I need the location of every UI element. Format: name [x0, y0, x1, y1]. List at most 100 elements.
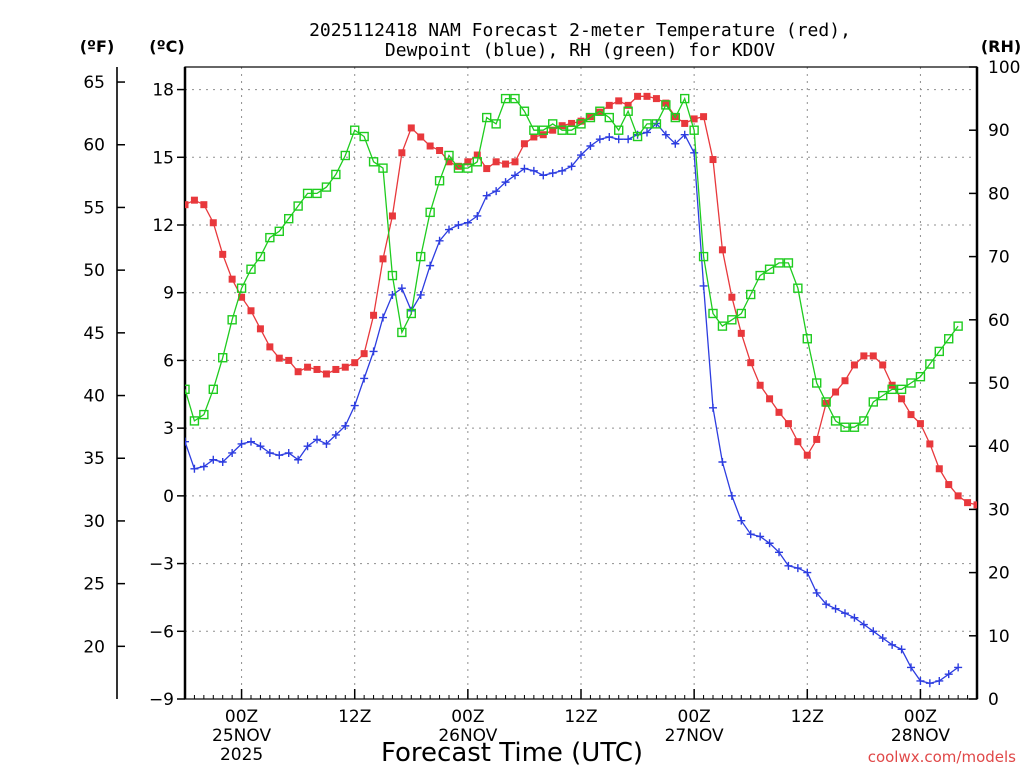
dewpoint-point [756, 532, 765, 541]
dewpoint-point [341, 421, 350, 430]
rh-point [783, 258, 794, 268]
temperature-point [322, 370, 330, 378]
rh-point [614, 125, 624, 135]
celsius-tick-label: 15 [152, 148, 174, 168]
temperature-point [398, 149, 406, 157]
dewpoint-point [322, 439, 331, 448]
temperature-point [813, 435, 821, 443]
dewpoint-point [256, 442, 265, 451]
rh-point [764, 264, 775, 274]
temperature-point [568, 119, 576, 127]
dewpoint-point [303, 442, 312, 451]
temperature-point [945, 481, 953, 489]
temperature-point [454, 162, 462, 170]
rh-point [350, 125, 360, 135]
temperature-point [285, 356, 293, 364]
rh-point [548, 119, 558, 129]
rh-point [915, 371, 926, 382]
temperature-point [652, 95, 660, 103]
dewpoint-point [888, 640, 897, 649]
temperature-point [690, 115, 698, 123]
x-tick-label: 00Z [904, 707, 937, 727]
fahrenheit-tick-label: 65 [83, 73, 105, 93]
rh-point [557, 125, 567, 135]
x-tick-label: 12Z [338, 707, 371, 727]
rh-point [510, 93, 520, 104]
dewpoint-point [473, 211, 482, 220]
temperature-point [681, 119, 689, 127]
rh-point [906, 378, 916, 388]
dewpoint-point [878, 634, 887, 643]
temperature-point [700, 113, 708, 121]
dewpoint-point [501, 178, 510, 187]
grid-lines [185, 67, 977, 699]
fahrenheit-tick-label: 55 [83, 198, 105, 218]
series-rh [185, 93, 963, 432]
temperature-point [596, 108, 604, 116]
celsius-unit-label: (ºC) [149, 37, 184, 56]
temperature-point [341, 363, 349, 371]
rh-tick-label: 10 [988, 627, 1010, 647]
rh-point [595, 106, 605, 116]
dewpoint-point [605, 132, 614, 141]
rh-point [425, 207, 435, 218]
dewpoint-point [577, 151, 585, 160]
dewpoint-point [812, 588, 821, 597]
dewpoint-point [850, 613, 859, 622]
dewpoint-point [199, 462, 208, 471]
rh-tick-label: 20 [988, 564, 1010, 584]
temperature-point [473, 151, 481, 159]
temperature-point [860, 352, 868, 360]
fahrenheit-tick-label: 35 [83, 449, 105, 469]
rh-point [302, 188, 313, 199]
temperature-point [294, 368, 302, 376]
axes: 1815129630−3−6−9656055504540353025201009… [83, 58, 1020, 765]
dewpoint-point [350, 401, 359, 410]
rh-point [708, 308, 718, 319]
dewpoint-point [925, 679, 934, 688]
temperature-point [964, 499, 972, 507]
dewpoint-point [661, 130, 670, 139]
rh-point [538, 125, 548, 135]
dewpoint-point [793, 564, 802, 573]
temperature-point [747, 359, 755, 367]
series-layer [185, 92, 977, 688]
rh-point [255, 251, 266, 262]
dewpoint-point [237, 439, 246, 448]
dewpoint-point [869, 627, 878, 636]
rh-point [953, 321, 963, 331]
rh-point [746, 289, 756, 300]
temperature-point [407, 124, 415, 132]
rh-point [185, 384, 190, 395]
dewpoint-point [416, 290, 425, 299]
temperature-point [388, 212, 396, 220]
rh-point [896, 384, 907, 395]
temperature-point [219, 250, 227, 258]
dewpoint-point [454, 221, 463, 229]
temperature-point [775, 408, 783, 416]
rh-point [331, 169, 341, 180]
dewpoint-point [558, 166, 567, 175]
dewpoint-point [944, 670, 953, 679]
rh-point [236, 283, 247, 293]
x-tick-label: 12Z [791, 707, 824, 727]
dewpoint-point [218, 458, 227, 466]
dewpoint-point [624, 135, 633, 144]
dewpoint-point [746, 530, 755, 539]
temperature-point [794, 438, 802, 446]
temperature-point [351, 359, 359, 367]
rh-point [661, 100, 671, 110]
temperature-point [586, 113, 594, 121]
temperature-point [238, 293, 246, 301]
rh-unit-label: (RH) [981, 37, 1021, 56]
rh-tick-label: 100 [988, 58, 1020, 78]
dewpoint-point [397, 284, 406, 293]
celsius-tick-label: −6 [149, 622, 174, 642]
dewpoint-point [369, 347, 378, 356]
dewpoint-point [520, 164, 529, 173]
temperature-point [417, 133, 425, 141]
dewpoint-point [511, 171, 519, 180]
rh-point [755, 270, 765, 281]
dewpoint-point [463, 218, 472, 227]
